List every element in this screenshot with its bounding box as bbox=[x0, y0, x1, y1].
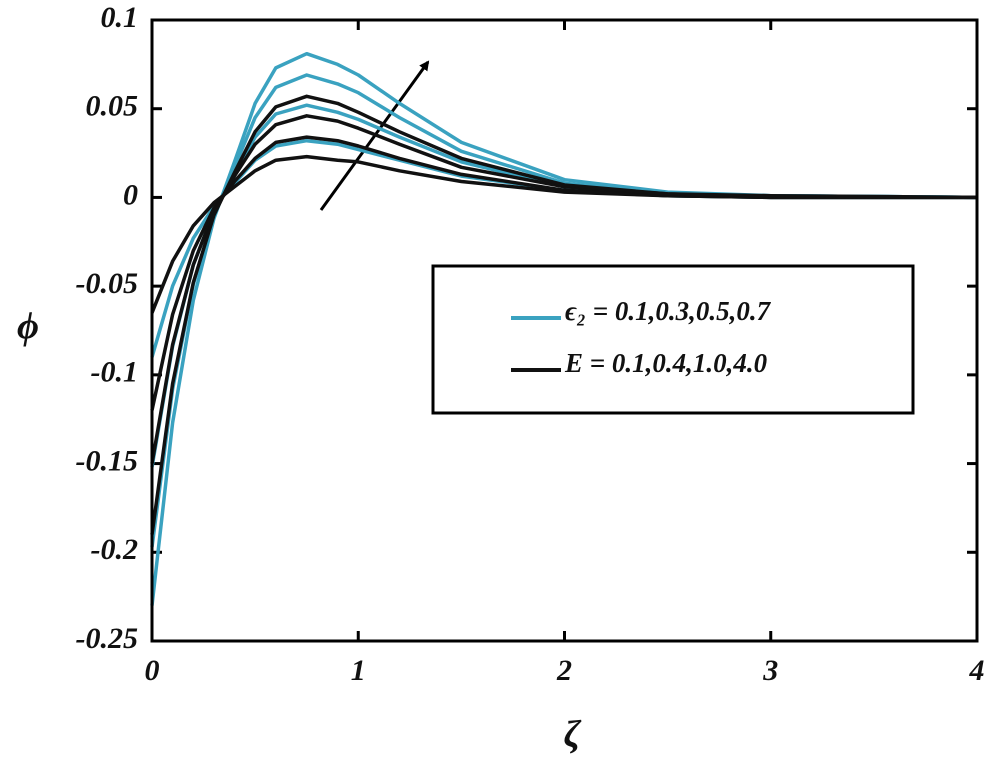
x-axis-label: ζ bbox=[564, 714, 582, 756]
x-tick-label: 4 bbox=[969, 654, 985, 687]
y-tick-label: -0.05 bbox=[76, 267, 139, 300]
legend-label: ϵ₂ = 0.1,0.3,0.5,0.7 bbox=[565, 296, 772, 326]
x-tick-label: 1 bbox=[351, 654, 366, 687]
series-line bbox=[150, 135, 977, 411]
y-tick-label: 0.1 bbox=[101, 1, 139, 34]
y-tick-label: 0.05 bbox=[86, 90, 139, 123]
y-axis-label: ϕ bbox=[17, 306, 39, 348]
series-line bbox=[150, 51, 978, 606]
y-tick-label: -0.15 bbox=[76, 444, 139, 477]
y-tick-label: -0.1 bbox=[91, 356, 139, 389]
x-tick-label: 0 bbox=[145, 654, 160, 687]
y-tick-label: 0 bbox=[123, 178, 138, 211]
legend-box bbox=[431, 264, 915, 415]
y-tick-label: -0.2 bbox=[91, 533, 139, 566]
y-tick-label: -0.25 bbox=[76, 622, 139, 655]
legend-label: E = 0.1,0.4,1.0,4.0 bbox=[564, 348, 768, 378]
x-tick-label: 2 bbox=[556, 654, 572, 687]
x-tick-label: 3 bbox=[762, 654, 778, 687]
series-line bbox=[150, 94, 978, 535]
plot-frame bbox=[150, 18, 979, 643]
